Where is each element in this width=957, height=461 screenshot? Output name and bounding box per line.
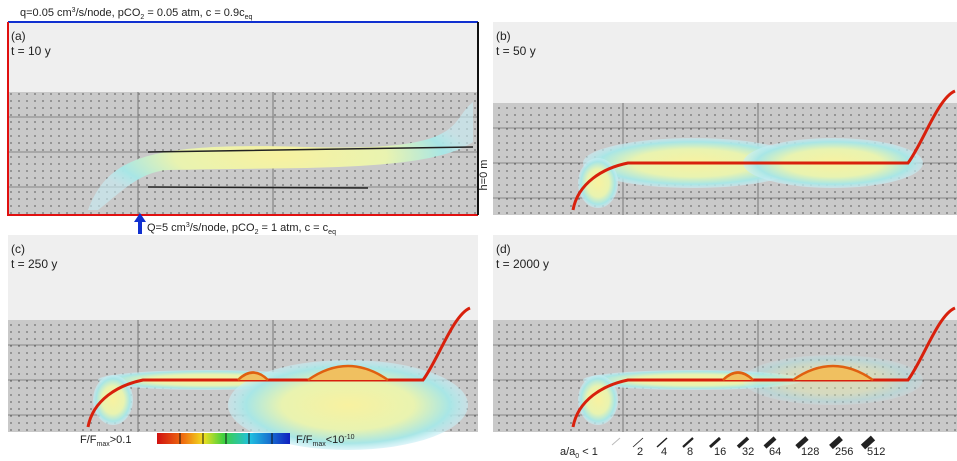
- aperture-symbol: [829, 435, 843, 450]
- plume: [88, 102, 473, 210]
- aperture-value: 4: [661, 446, 667, 458]
- fracture: [86, 306, 471, 428]
- flux-low-label: F/Fmax<10-10: [296, 434, 355, 448]
- aperture-symbol: [763, 436, 777, 449]
- panel-label: (a): [11, 29, 26, 43]
- inflow-arrow: [134, 213, 146, 234]
- aperture-value: 64: [769, 446, 781, 458]
- bottom-boundary-label: Q=5 cm3/s/node, pCO2 = 1 atm, c = ceq: [147, 222, 336, 236]
- aperture-value: 2: [637, 446, 643, 458]
- aperture-symbol: [860, 435, 876, 450]
- panel-label: (c): [11, 242, 25, 256]
- height-label: h=0 m: [478, 160, 490, 191]
- panel-label: (b): [496, 29, 511, 43]
- aperture-symbol: [795, 436, 809, 449]
- fracture: [237, 364, 389, 382]
- plume: [578, 158, 618, 208]
- aperture-first-label: a/a0 < 1: [560, 446, 598, 460]
- aperture-symbol: [632, 437, 644, 448]
- aperture-symbol: [611, 437, 621, 446]
- aperture-symbol: [682, 437, 694, 448]
- panel-time: t = 50 y: [496, 44, 536, 58]
- panel-time: t = 2000 y: [496, 257, 549, 271]
- fracture: [147, 146, 474, 189]
- aperture-value: 128: [801, 446, 819, 458]
- aperture-value: 256: [835, 446, 853, 458]
- panel-time: t = 250 y: [11, 257, 57, 271]
- top-boundary-label: q=0.05 cm3/s/node, pCO2 = 0.05 atm, c = …: [20, 7, 252, 21]
- panel-label: (d): [496, 242, 511, 256]
- fracture: [571, 89, 956, 211]
- plume: [228, 360, 468, 450]
- aperture-symbol: [736, 436, 750, 449]
- aperture-value: 8: [687, 446, 693, 458]
- flux-high-label: F/Fmax>0.1: [80, 434, 131, 448]
- plume: [578, 375, 618, 425]
- aperture-value: 512: [867, 446, 885, 458]
- fracture: [571, 306, 956, 428]
- colorbar: [157, 433, 290, 444]
- aperture-symbol: [656, 437, 668, 448]
- aperture-value: 16: [714, 446, 726, 458]
- aperture-value: 32: [742, 446, 754, 458]
- plume: [93, 375, 133, 425]
- panel-time: t = 10 y: [11, 44, 51, 58]
- aperture-symbol: [709, 436, 721, 449]
- inflow-boundary: [7, 22, 478, 216]
- fracture: [722, 364, 874, 382]
- colorbar-ticks: [179, 433, 273, 444]
